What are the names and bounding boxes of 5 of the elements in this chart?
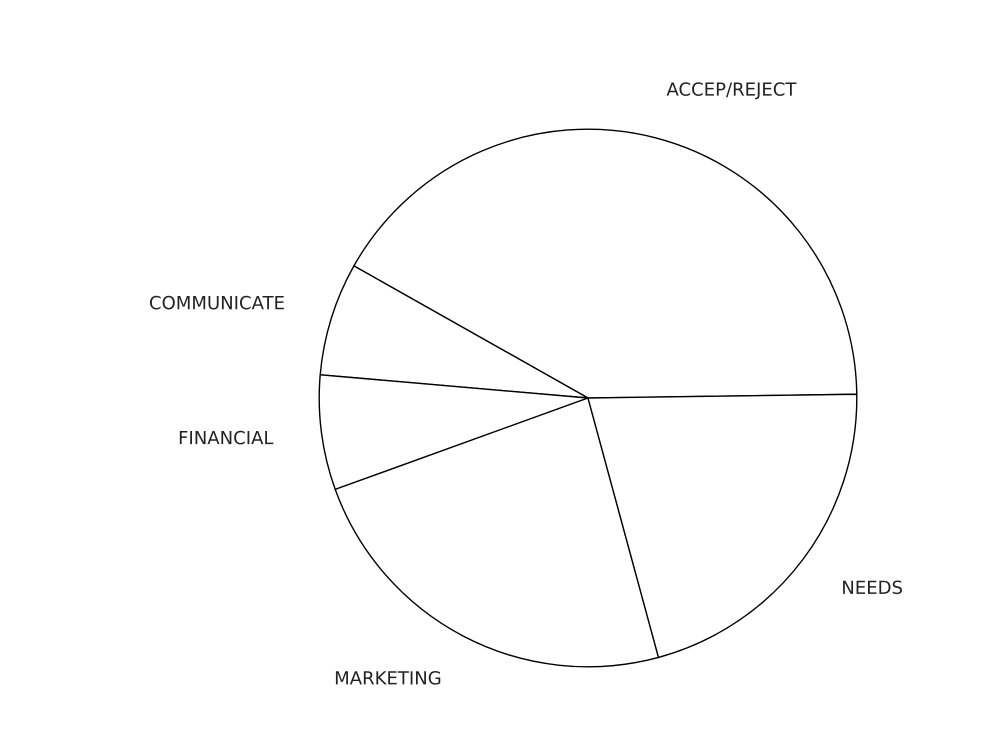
slice-label: MARKETING (336, 671, 440, 685)
slice-label: FINANCIAL (180, 430, 274, 444)
slice-label: ACCEP/REJECT (666, 82, 796, 100)
slice-label: COMMUNICATE (150, 296, 284, 310)
slice-label: NEEDS (843, 580, 902, 594)
